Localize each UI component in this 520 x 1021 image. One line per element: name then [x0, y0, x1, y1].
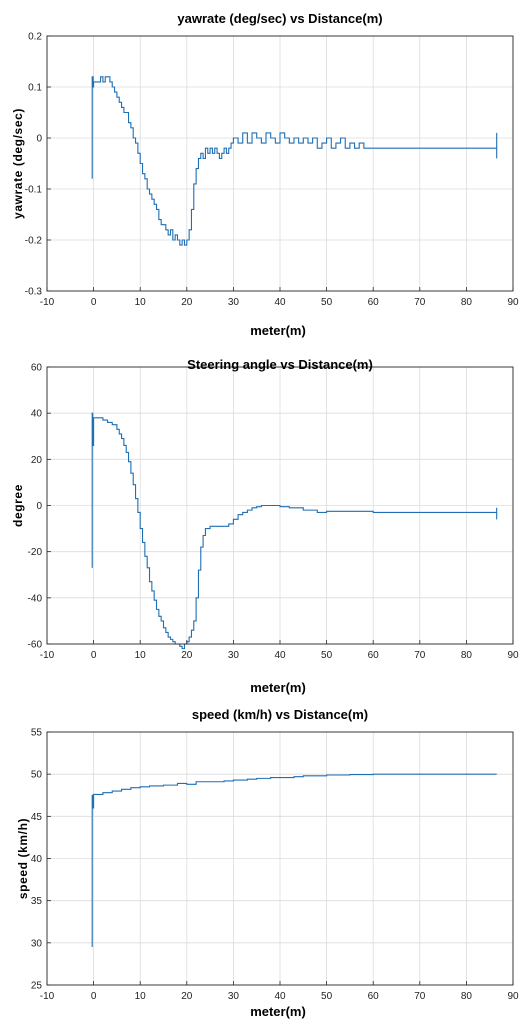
x-tick-label: 40 — [274, 297, 286, 308]
y-tick-label: 35 — [31, 896, 43, 907]
y-tick-label: 0 — [36, 134, 42, 145]
chart-title: speed (km/h) vs Distance(m) — [192, 707, 368, 722]
y-tick-label: 60 — [31, 363, 43, 374]
x-tick-label: 90 — [507, 650, 519, 661]
x-axis-label: meter(m) — [250, 1004, 306, 1019]
x-tick-label: 0 — [91, 991, 97, 1002]
x-tick-label: 40 — [274, 991, 286, 1002]
y-axis-label: yawrate (deg/sec) — [11, 108, 25, 219]
x-tick-label: 10 — [135, 297, 147, 308]
x-tick-label: 50 — [321, 650, 333, 661]
x-tick-label: 60 — [368, 650, 380, 661]
y-tick-label: 25 — [31, 981, 43, 992]
x-tick-label: 30 — [228, 991, 240, 1002]
x-tick-label: 50 — [321, 297, 333, 308]
chart-title: Steering angle vs Distance(m) — [187, 357, 373, 372]
x-tick-label: 20 — [181, 650, 193, 661]
y-tick-label: 55 — [31, 728, 43, 739]
chart-3: -10 0 10 20 30 40 50 60 70 80 90 25 30 35 40 45 50 55 spee… — [16, 707, 519, 1019]
x-tick-label: 80 — [461, 991, 473, 1002]
y-tick-label: 45 — [31, 812, 43, 823]
x-tick-label: -10 — [40, 650, 55, 661]
x-tick-label: -10 — [40, 991, 55, 1002]
x-tick-label: 70 — [414, 297, 426, 308]
x-tick-label: 10 — [135, 991, 147, 1002]
y-tick-label: 50 — [31, 770, 43, 781]
x-tick-label: 70 — [414, 991, 426, 1002]
y-tick-label: 0.2 — [28, 32, 42, 43]
series-line-1 — [91, 76, 498, 246]
y-tick-label: -0.1 — [25, 185, 43, 196]
x-tick-label: 30 — [228, 297, 240, 308]
series-line-1 — [91, 773, 497, 948]
x-tick-label: 20 — [181, 297, 193, 308]
y-tick-label: -0.3 — [25, 287, 43, 298]
x-tick-label: 30 — [228, 650, 240, 661]
y-tick-label: 0 — [36, 501, 42, 512]
x-tick-label: 40 — [274, 650, 286, 661]
x-tick-label: 60 — [368, 297, 380, 308]
y-tick-label: 40 — [31, 854, 43, 865]
x-tick-label: 70 — [414, 650, 426, 661]
y-tick-label: 20 — [31, 455, 43, 466]
x-tick-label: 0 — [91, 650, 97, 661]
y-axis-label: speed (km/h) — [16, 818, 30, 899]
chart-title: yawrate (deg/sec) vs Distance(m) — [177, 11, 382, 26]
y-tick-label: -40 — [28, 593, 43, 604]
chart-1: -10 0 10 20 30 40 50 60 70 80 90 -0.3 -0.2 -0.1 0 0.1 0.… — [11, 11, 519, 338]
y-tick-label: -20 — [28, 547, 43, 558]
x-tick-label: 50 — [321, 991, 333, 1002]
x-tick-label: -10 — [40, 297, 55, 308]
y-tick-label: -0.2 — [25, 236, 43, 247]
y-tick-label: 30 — [31, 938, 43, 949]
y-tick-label: 0.1 — [28, 83, 42, 94]
x-tick-label: 20 — [181, 991, 193, 1002]
x-tick-label: 60 — [368, 991, 380, 1002]
y-tick-label: -60 — [28, 640, 43, 651]
x-tick-label: 90 — [507, 991, 519, 1002]
x-tick-label: 10 — [135, 650, 147, 661]
y-tick-label: 40 — [31, 409, 43, 420]
x-axis-label: meter(m) — [250, 323, 306, 338]
x-tick-label: 80 — [461, 297, 473, 308]
x-tick-label: 0 — [91, 297, 97, 308]
x-tick-label: 90 — [507, 297, 519, 308]
x-axis-label: meter(m) — [250, 680, 306, 695]
chart-2: -10 0 10 20 30 40 50 60 70 80 90 -60 -40 -20 0 20 40 60 St… — [11, 357, 519, 695]
x-tick-label: 80 — [461, 650, 473, 661]
y-axis-label: degree — [11, 484, 25, 527]
